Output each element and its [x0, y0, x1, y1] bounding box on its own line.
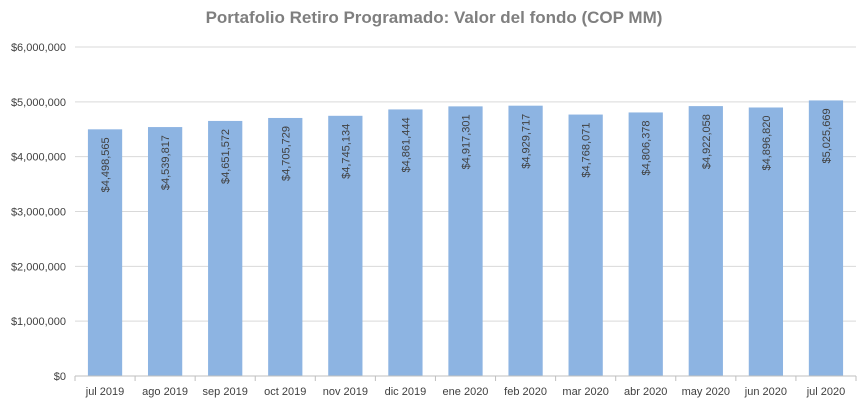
axes: $0 $1,000,000 $2,000,000 $3,000,000 $4,000,0… — [11, 42, 857, 398]
x-tick-label: may 2020 — [682, 386, 730, 398]
data-label: $4,806,378 — [641, 120, 653, 175]
bar — [628, 112, 663, 377]
data-label: $4,861,444 — [400, 117, 412, 172]
y-tick-label: $5,000,000 — [11, 97, 66, 109]
chart-title: Portafolio Retiro Programado: Valor del … — [205, 8, 663, 27]
y-tick-label: $0 — [54, 371, 66, 383]
x-tick-label: mar 2020 — [562, 386, 608, 398]
data-label: $4,539,817 — [160, 135, 172, 190]
x-tick-label: feb 2020 — [504, 386, 547, 398]
data-label: $4,498,565 — [100, 137, 112, 192]
bars — [87, 100, 844, 377]
x-tick-label: ago 2019 — [142, 386, 188, 398]
bar — [448, 106, 483, 377]
x-tick-label: sep 2019 — [203, 386, 248, 398]
data-labels: $4,498,565 $4,539,817 $4,651,572 $4,705,729… — [100, 108, 833, 192]
x-tick-label: dic 2019 — [385, 386, 427, 398]
data-label: $4,896,820 — [761, 115, 773, 170]
x-tick-label: jul 2020 — [806, 386, 846, 398]
x-tick-label: nov 2019 — [323, 386, 368, 398]
data-label: $5,025,669 — [821, 108, 833, 163]
bar — [147, 127, 183, 376]
y-tick-label: $6,000,000 — [11, 42, 66, 54]
bar — [208, 120, 243, 376]
data-label: $4,929,717 — [521, 114, 533, 169]
bar — [268, 117, 303, 377]
x-tick-label: ene 2020 — [443, 386, 489, 398]
y-tick-label: $2,000,000 — [11, 261, 66, 273]
y-tick-label: $3,000,000 — [11, 207, 66, 219]
data-label: $4,651,572 — [220, 129, 232, 184]
data-label: $4,705,729 — [280, 126, 292, 181]
y-tick-label: $1,000,000 — [11, 316, 66, 328]
y-tick-label: $4,000,000 — [11, 152, 66, 164]
x-tick-label: jun 2020 — [744, 386, 787, 398]
data-label: $4,768,071 — [581, 123, 593, 178]
data-label: $4,745,134 — [340, 124, 352, 179]
x-tick-label: abr 2020 — [624, 386, 667, 398]
bar — [568, 114, 603, 376]
x-tick-label: oct 2019 — [264, 386, 306, 398]
data-label: $4,917,301 — [461, 114, 473, 169]
bar — [388, 109, 423, 377]
bar — [508, 105, 543, 376]
bar — [748, 107, 784, 377]
x-tick-label: jul 2019 — [85, 386, 125, 398]
bar — [808, 100, 844, 377]
bar — [688, 106, 723, 377]
data-label: $4,922,058 — [701, 114, 713, 169]
bar — [328, 115, 363, 377]
bar — [87, 129, 123, 376]
